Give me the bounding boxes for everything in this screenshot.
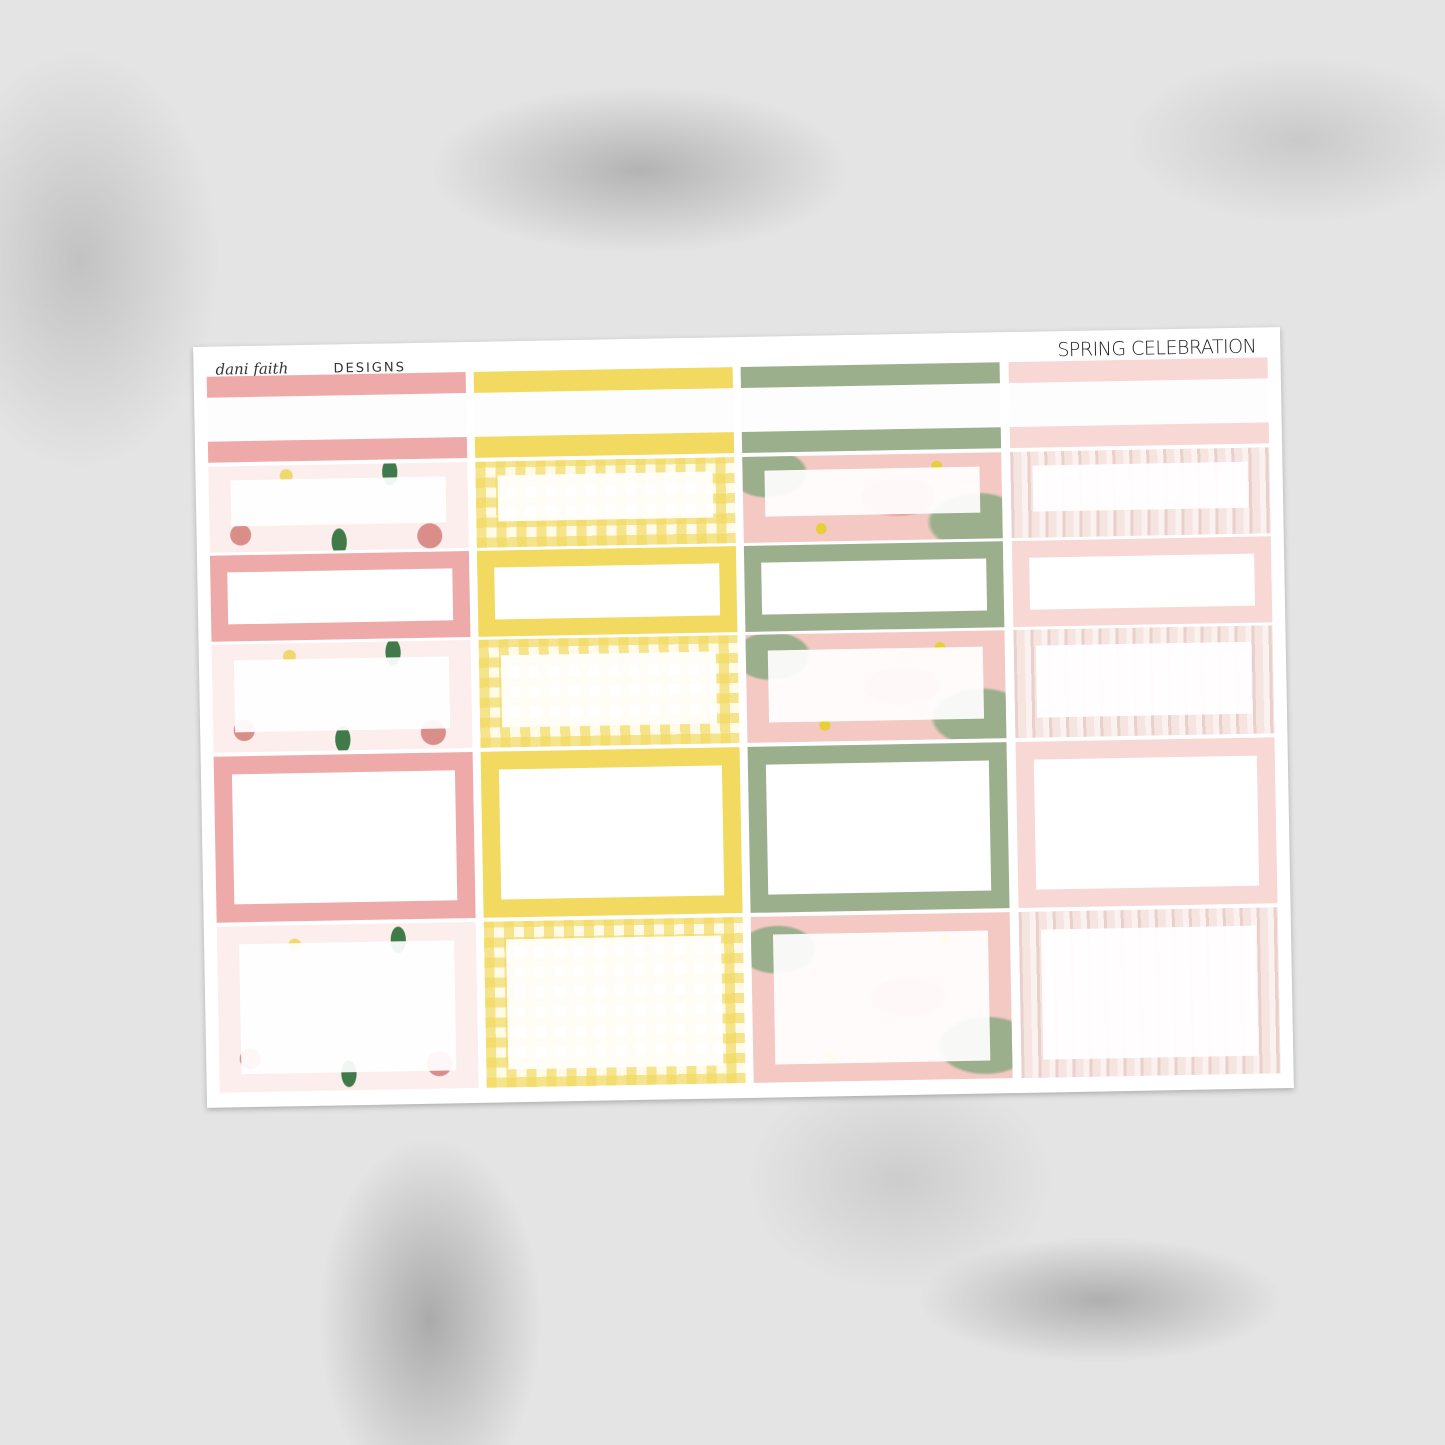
write-area	[494, 563, 721, 620]
header-bar	[740, 362, 1000, 388]
write-area	[761, 558, 988, 615]
write-area	[1033, 755, 1260, 890]
header-bar	[741, 427, 1002, 453]
write-area	[1029, 553, 1256, 610]
patterned-sticker-camo	[750, 912, 1013, 1083]
patterned-sticker-camo	[742, 452, 1003, 543]
frame-sticker	[1011, 536, 1273, 628]
header-sticker	[206, 372, 468, 463]
header-sticker	[473, 367, 735, 458]
write-area	[1040, 925, 1259, 1060]
write-area	[498, 765, 725, 900]
patterned-sticker-floral	[211, 639, 473, 753]
write-area	[1032, 461, 1249, 512]
write-area	[506, 935, 724, 1070]
header-bar	[473, 367, 733, 393]
write-area	[765, 760, 992, 895]
patterned-sticker-gingham	[478, 635, 740, 748]
header-bar	[207, 437, 468, 463]
header-sticker	[1008, 357, 1270, 449]
patterned-sticker-floral	[216, 921, 479, 1093]
write-area	[497, 471, 714, 522]
patterned-sticker-gingham	[475, 457, 736, 548]
write-area	[231, 770, 458, 905]
sticker-column-sage-camo	[740, 332, 1013, 1098]
header-bar	[206, 372, 467, 398]
write-area	[764, 466, 981, 517]
frame-sticker	[743, 541, 1005, 632]
patterned-sticker-wood	[1013, 625, 1275, 739]
header-bar	[1009, 422, 1270, 449]
frame-sticker	[747, 742, 1010, 913]
write-area	[233, 656, 451, 733]
write-area	[772, 930, 991, 1065]
patterned-sticker-wood	[1010, 447, 1271, 539]
sticker-column-blush-wood	[1008, 327, 1281, 1093]
header-bar	[1008, 357, 1268, 384]
patterned-sticker-floral	[208, 462, 469, 553]
write-area	[227, 568, 454, 625]
frame-sticker	[480, 747, 743, 918]
write-area	[500, 651, 718, 728]
sticker-column-yellow-gingham	[473, 337, 746, 1103]
header-sticker	[740, 362, 1002, 453]
patterned-sticker-wood	[1018, 907, 1281, 1078]
write-area	[230, 476, 447, 527]
write-area	[1035, 641, 1253, 718]
sticker-sheet: dani faith DESIGNS SPRING CELEBRATION	[193, 327, 1294, 1108]
frame-sticker	[209, 551, 471, 642]
patterned-sticker-gingham	[483, 917, 746, 1088]
frame-sticker	[476, 546, 738, 637]
sticker-column-pink-floral	[206, 342, 479, 1108]
write-area	[767, 646, 985, 723]
patterned-sticker-camo	[745, 630, 1007, 743]
frame-sticker	[213, 751, 476, 923]
header-bar	[474, 432, 735, 458]
frame-sticker	[1015, 737, 1278, 908]
write-area	[239, 940, 457, 1075]
